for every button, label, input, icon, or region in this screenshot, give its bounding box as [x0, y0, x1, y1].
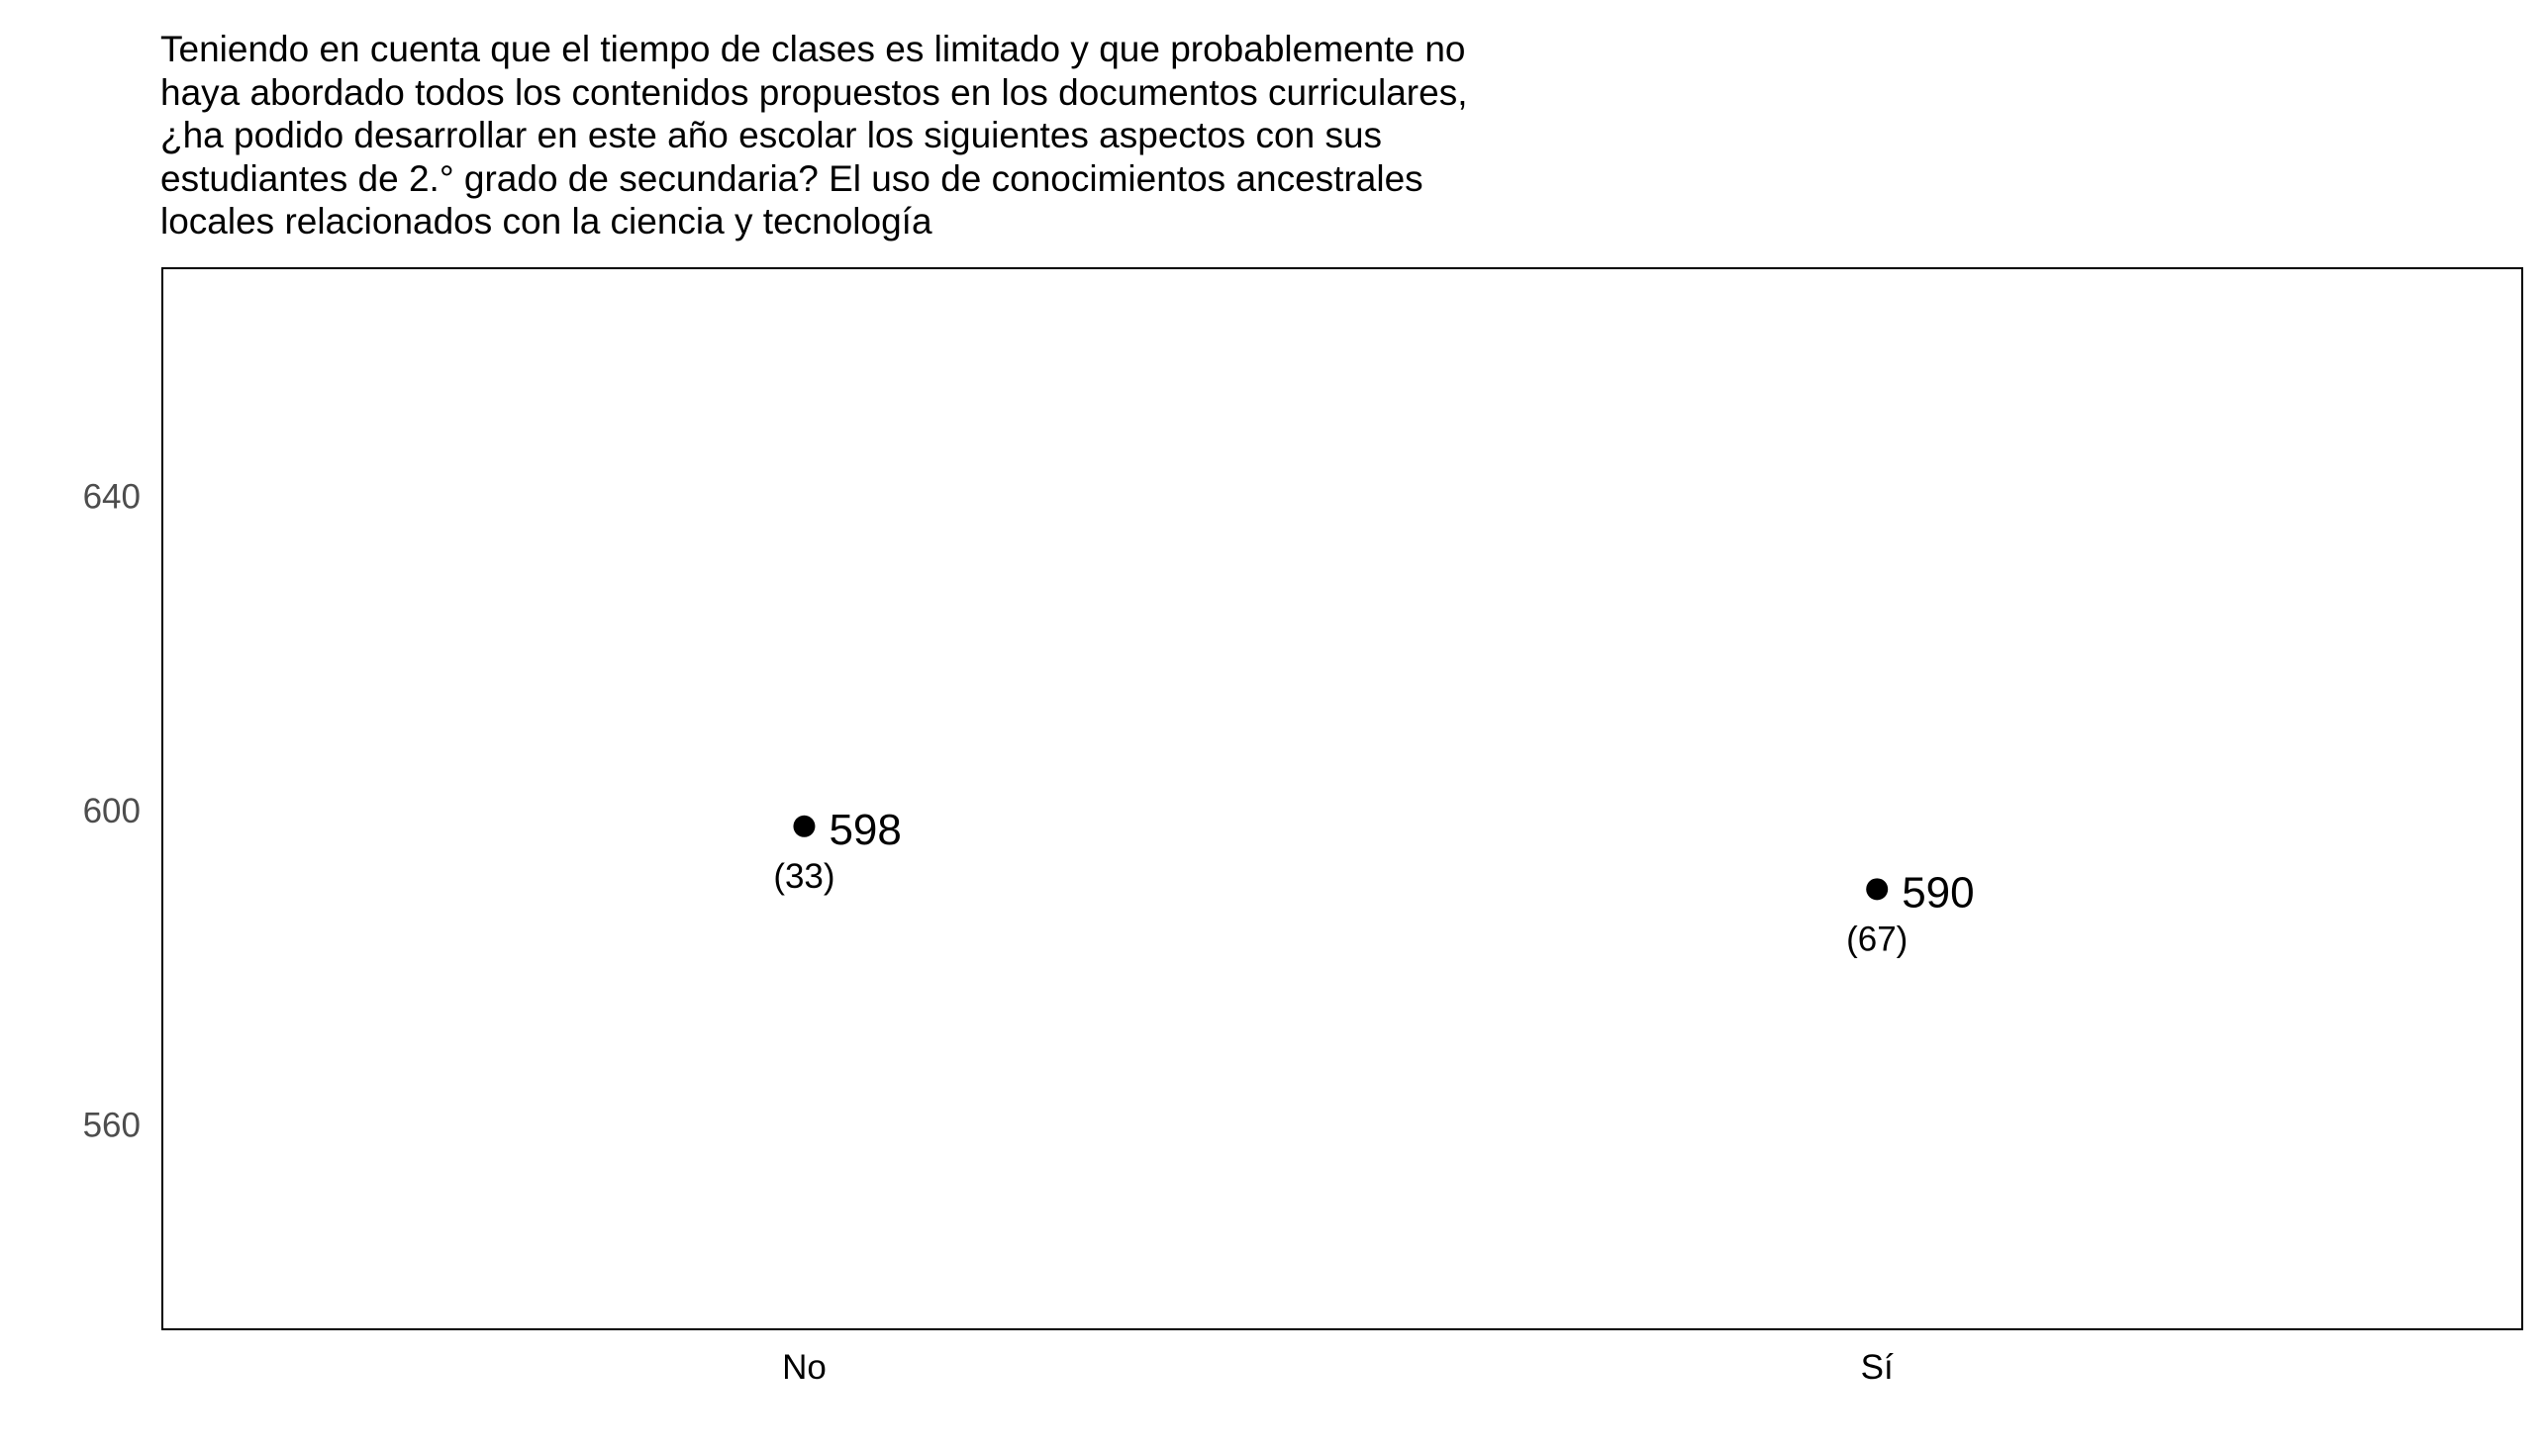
y-axis: 560 600 640	[83, 477, 141, 1144]
data-se-label: (67)	[1846, 920, 1908, 958]
plot-panel	[161, 267, 2523, 1330]
points-layer: 598(33) 590(67)	[773, 806, 1974, 959]
data-se-label: (33)	[773, 857, 834, 896]
chart-title-line: Teniendo en cuenta que el tiempo de clas…	[160, 29, 1466, 69]
chart-title-line: haya abordado todos los contenidos propu…	[160, 71, 1468, 113]
chart-title-line: locales relacionados con la ciencia y te…	[160, 201, 932, 242]
data-value-label: 598	[829, 806, 901, 854]
chart-title-line: ¿ha podido desarrollar en este año escol…	[160, 115, 1383, 155]
data-point	[1866, 878, 1889, 901]
data-point	[793, 815, 816, 837]
x-tick-label: Sí	[1861, 1348, 1894, 1387]
data-value-label: 590	[1902, 868, 1974, 917]
chart-title: Teniendo en cuenta que el tiempo de clas…	[160, 28, 1645, 243]
y-tick-label: 640	[83, 477, 141, 516]
x-tick-label: No	[782, 1348, 827, 1387]
y-tick-label: 600	[83, 792, 141, 830]
x-axis: No Sí	[782, 1348, 1894, 1387]
y-tick-label: 560	[83, 1107, 141, 1145]
chart-title-line: estudiantes de 2.° grado de secundaria? …	[160, 157, 1423, 199]
